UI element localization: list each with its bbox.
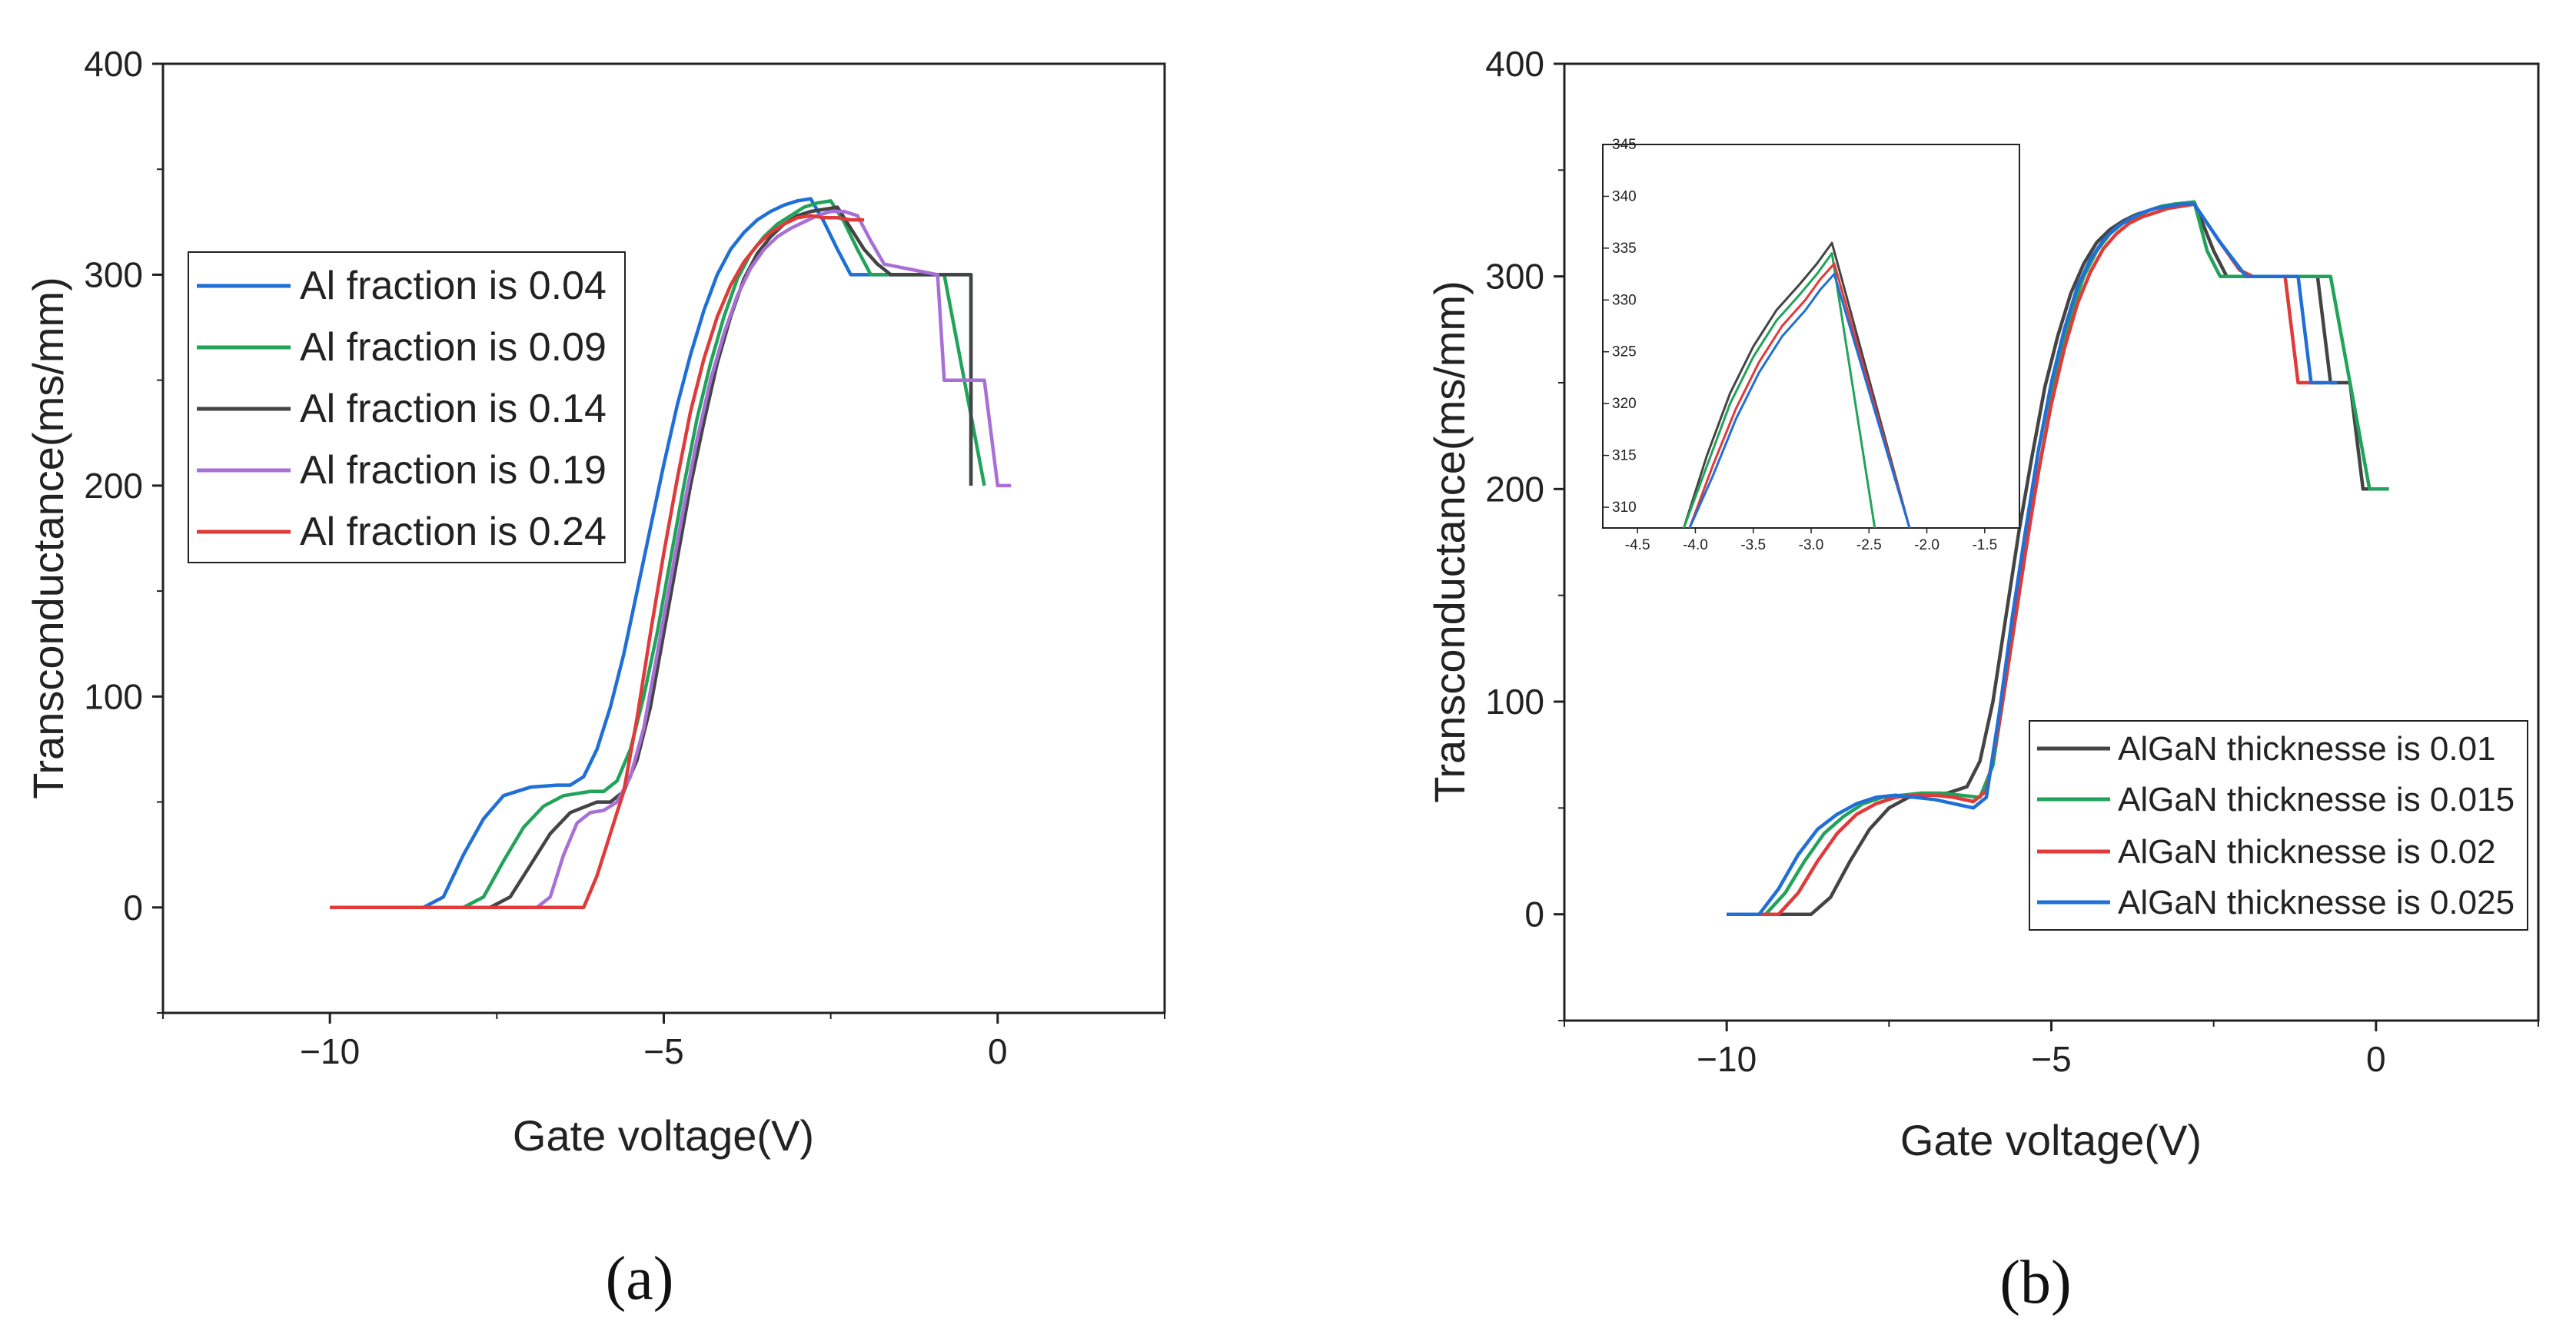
inset-y-tick-label: 310: [1612, 500, 1637, 516]
legend-box: [2029, 720, 2528, 931]
x-tick-label: 0: [988, 1031, 1008, 1071]
inset-x-ticks: -4.5 -4.0 -3.5 -3.0 -2.5 -2.0 -1.5: [1625, 528, 1997, 553]
y-tick-label: 0: [1524, 895, 1544, 935]
inset-series-line: [1688, 262, 1911, 529]
legend-label: AlGaN thicknesse is 0.025: [2118, 884, 2515, 921]
panel-a: 0 100 200 300 400 −10 −5 0 Transconductance(ms…: [24, 44, 1166, 1313]
inset-y-tick-label: 340: [1612, 188, 1637, 204]
inset-x-tick-label: -4.0: [1683, 537, 1708, 553]
inset-y-tick-label: 335: [1612, 241, 1637, 257]
y-axis-label: Transconductance(ms/mm): [24, 277, 72, 798]
x-axis-label: Gate voltage(V): [513, 1111, 814, 1160]
x-axis-label: Gate voltage(V): [1900, 1116, 2202, 1164]
legend-label: AlGaN thicknesse is 0.015: [2118, 781, 2515, 818]
x-tick-label: −10: [300, 1031, 360, 1071]
legend: Al fraction is 0.04 Al fraction is 0.09 …: [188, 251, 626, 563]
inset-series-line: [1682, 241, 1911, 529]
y-ticks: 0 100 200 300 400: [1485, 44, 1564, 1021]
inset-x-tick-label: -4.5: [1625, 537, 1650, 553]
inset-series-line: [1688, 273, 1911, 529]
legend-label: Al fraction is 0.04: [300, 264, 607, 308]
inset-x-tick-label: -3.0: [1799, 537, 1824, 553]
x-ticks: −10 −5 0: [162, 1013, 1165, 1071]
legend-item: AlGaN thicknesse is 0.02: [2037, 833, 2496, 871]
legend-item: Al fraction is 0.09: [197, 325, 607, 370]
y-tick-label: 400: [84, 44, 143, 84]
legend-label: Al fraction is 0.19: [300, 448, 607, 493]
inset-x-tick-label: -3.5: [1740, 537, 1766, 553]
inset-frame: [1602, 144, 2020, 529]
inset-y-tick-label: 325: [1612, 344, 1637, 360]
inset-y-ticks: 310 315 320 325 330 335 340 345: [1603, 137, 1637, 516]
x-tick-label: −10: [1697, 1039, 1757, 1079]
inset-x-tick-label: -2.0: [1914, 537, 1939, 553]
x-tick-label: −5: [643, 1031, 683, 1071]
inset-series-group: [1682, 241, 1911, 529]
inset-y-tick-label: 330: [1612, 292, 1637, 308]
y-tick-label: 400: [1485, 44, 1544, 84]
legend-label: AlGaN thicknesse is 0.02: [2118, 833, 2496, 871]
legend-label: Al fraction is 0.09: [300, 325, 607, 370]
panel-caption: (a): [606, 1245, 674, 1313]
legend-item: AlGaN thicknesse is 0.01: [2037, 730, 2496, 768]
series-line: [1727, 202, 2338, 916]
y-tick-label: 200: [84, 466, 143, 506]
inset-series-line: [1682, 252, 1876, 529]
y-axis-label: Transconductance(ms/mm): [1425, 281, 1474, 802]
legend-label: Al fraction is 0.14: [300, 387, 607, 431]
inset-plot: 310 315 320 325 330 335 340 345 -4.5 -4.0 -3.5 -3.…: [1602, 137, 2020, 553]
inset-y-tick-label: 320: [1612, 396, 1637, 412]
inset-y-tick-label: 315: [1612, 448, 1637, 464]
legend-item: AlGaN thicknesse is 0.015: [2037, 781, 2515, 818]
series-line: [330, 205, 973, 910]
y-tick-label: 100: [1485, 682, 1544, 722]
y-tick-label: 200: [1485, 469, 1544, 509]
series-group: [330, 197, 1012, 910]
legend-item: Al fraction is 0.04: [197, 264, 607, 308]
series-line: [1727, 200, 2376, 916]
legend-label: AlGaN thicknesse is 0.01: [2118, 730, 2496, 768]
inset-y-tick-label: 345: [1612, 137, 1637, 153]
panel-caption: (b): [1999, 1249, 2071, 1316]
legend-item: Al fraction is 0.14: [197, 387, 607, 431]
series-group: [1727, 200, 2389, 916]
y-tick-label: 100: [84, 676, 143, 716]
y-tick-label: 300: [84, 254, 143, 294]
panel-b: 0 100 200 300 400 −10 −5 0 Transconductance(ms…: [1425, 44, 2540, 1316]
y-tick-label: 0: [123, 888, 143, 928]
x-ticks: −10 −5 0: [1564, 1021, 2539, 1079]
legend-item: Al fraction is 0.19: [197, 448, 607, 493]
legend-item: AlGaN thicknesse is 0.025: [2037, 884, 2515, 921]
x-tick-label: −5: [2031, 1039, 2071, 1079]
x-tick-label: 0: [2366, 1039, 2386, 1079]
y-tick-label: 300: [1485, 257, 1544, 297]
legend-item: Al fraction is 0.24: [197, 510, 607, 554]
inset-x-tick-label: -2.5: [1856, 537, 1882, 553]
y-ticks: 0 100 200 300 400: [84, 44, 163, 1014]
series-line: [330, 209, 1012, 910]
series-line: [330, 214, 865, 910]
legend-label: Al fraction is 0.24: [300, 510, 607, 554]
series-line: [330, 197, 973, 910]
inset-x-tick-label: -1.5: [1972, 537, 1997, 553]
legend: AlGaN thicknesse is 0.01 AlGaN thickness…: [2029, 720, 2528, 931]
